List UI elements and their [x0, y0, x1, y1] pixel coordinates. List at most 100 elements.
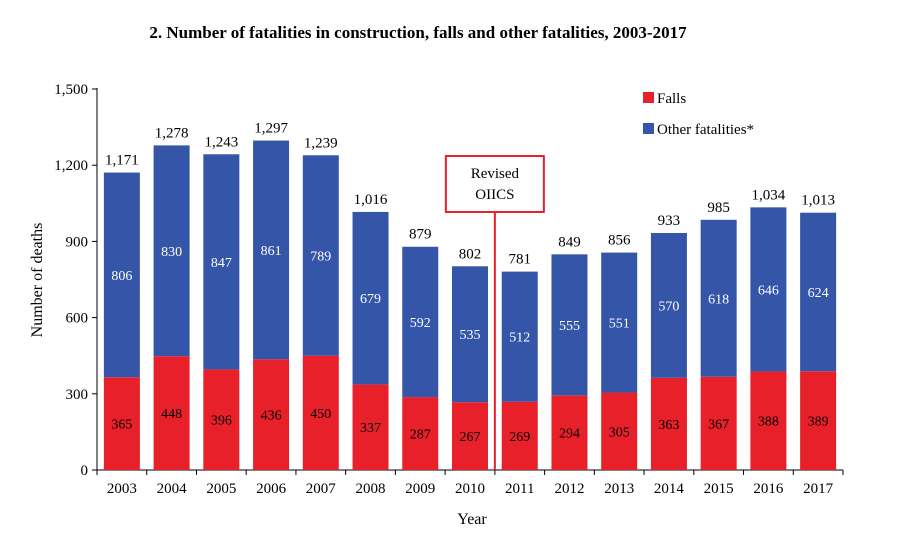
falls-value-label: 287	[410, 428, 431, 443]
total-value-label: 1,034	[752, 187, 786, 203]
other-fatalities-bar	[501, 271, 538, 402]
falls-value-label: 396	[211, 414, 232, 429]
other-value-label: 646	[758, 283, 779, 298]
other-value-label: 861	[261, 244, 282, 259]
revision-annotation-text: Revised	[471, 166, 520, 182]
y-tick-label: 900	[66, 234, 89, 250]
y-tick-label: 1,200	[54, 158, 88, 174]
y-tick-label: 0	[81, 463, 89, 479]
other-fatalities-bar	[452, 266, 488, 403]
other-fatalities-bar	[302, 155, 339, 356]
y-tick-label: 600	[66, 311, 89, 327]
other-fatalities-bar	[551, 254, 588, 396]
falls-bar	[750, 371, 787, 470]
legend-swatch-falls	[643, 92, 654, 103]
falls-bar	[302, 355, 339, 470]
other-fatalities-bar	[253, 140, 290, 360]
y-axis-label: Number of deaths	[29, 223, 46, 338]
falls-bar	[501, 401, 538, 470]
other-value-label: 847	[211, 256, 232, 271]
x-tick-label: 2014	[654, 481, 685, 497]
total-value-label: 1,239	[304, 135, 338, 151]
x-tick-label: 2003	[107, 481, 137, 497]
legend-label-other: Other fatalities*	[657, 122, 754, 138]
y-tick-label: 300	[66, 387, 89, 403]
other-value-label: 789	[310, 249, 331, 264]
other-fatalities-bar	[601, 252, 638, 393]
falls-value-label: 267	[460, 430, 481, 445]
total-value-label: 1,297	[254, 121, 288, 137]
falls-bar	[700, 376, 737, 470]
x-tick-label: 2011	[505, 481, 534, 497]
falls-value-label: 337	[360, 421, 381, 436]
legend-swatch-other	[643, 123, 654, 134]
total-value-label: 933	[658, 213, 681, 229]
x-tick-label: 2016	[753, 481, 784, 497]
other-value-label: 830	[161, 245, 182, 260]
total-value-label: 1,016	[354, 192, 388, 208]
other-value-label: 551	[609, 317, 630, 332]
other-value-label: 806	[111, 269, 132, 284]
total-value-label: 802	[459, 246, 482, 262]
other-value-label: 555	[559, 319, 580, 334]
falls-value-label: 450	[310, 407, 331, 422]
legend-label-falls: Falls	[657, 91, 686, 107]
x-tick-label: 2004	[157, 481, 188, 497]
x-tick-label: 2009	[405, 481, 435, 497]
other-fatalities-bar	[650, 233, 687, 378]
other-fatalities-bar	[103, 172, 140, 378]
other-fatalities-bar	[800, 212, 837, 372]
falls-value-label: 294	[559, 427, 580, 442]
falls-bar	[800, 371, 837, 470]
falls-bar	[103, 377, 140, 470]
falls-bar	[650, 377, 687, 470]
falls-value-label: 388	[758, 415, 779, 430]
other-fatalities-bar	[700, 219, 737, 377]
falls-bar	[402, 397, 439, 470]
other-fatalities-bar	[203, 154, 240, 370]
x-tick-label: 2010	[455, 481, 485, 497]
x-tick-label: 2006	[256, 481, 287, 497]
plot-area: 0 300 600 900 1,200 1,500 365 806 1,171 2003 448 83…	[54, 82, 844, 497]
other-fatalities-bar	[352, 211, 389, 385]
falls-value-label: 367	[708, 417, 729, 432]
x-tick-label: 2008	[356, 481, 386, 497]
other-value-label: 624	[808, 286, 829, 301]
falls-value-label: 448	[161, 407, 182, 422]
falls-value-label: 269	[509, 430, 530, 445]
revision-annotation-text: OIICS	[475, 187, 514, 203]
x-axis-label: Year	[457, 511, 487, 528]
total-value-label: 849	[558, 234, 581, 250]
other-value-label: 570	[658, 299, 679, 314]
falls-bar	[203, 369, 240, 470]
falls-bar	[452, 402, 488, 470]
total-value-label: 1,243	[204, 134, 238, 150]
total-value-label: 985	[707, 200, 730, 216]
chart-title: 2. Number of fatalities in construction,…	[149, 23, 687, 42]
falls-value-label: 389	[808, 415, 829, 430]
x-tick-label: 2005	[206, 481, 236, 497]
total-value-label: 879	[409, 227, 432, 243]
other-fatalities-bar	[750, 207, 787, 372]
other-value-label: 535	[460, 328, 481, 343]
x-tick-label: 2012	[554, 481, 584, 497]
falls-bar	[153, 356, 190, 470]
falls-value-label: 365	[111, 418, 132, 433]
other-fatalities-bar	[402, 246, 439, 398]
falls-value-label: 305	[609, 425, 630, 440]
x-tick-label: 2017	[803, 481, 834, 497]
other-value-label: 512	[509, 331, 530, 346]
falls-value-label: 436	[261, 409, 282, 424]
total-value-label: 1,171	[105, 153, 139, 169]
total-value-label: 856	[608, 233, 631, 249]
falls-bar	[601, 392, 638, 470]
other-value-label: 592	[410, 316, 431, 331]
x-tick-label: 2007	[306, 481, 337, 497]
falls-value-label: 363	[658, 418, 679, 433]
total-value-label: 1,013	[801, 193, 835, 209]
x-tick-label: 2013	[604, 481, 634, 497]
falls-bar	[352, 384, 389, 470]
falls-bar	[253, 359, 290, 470]
falls-bar	[551, 395, 588, 470]
